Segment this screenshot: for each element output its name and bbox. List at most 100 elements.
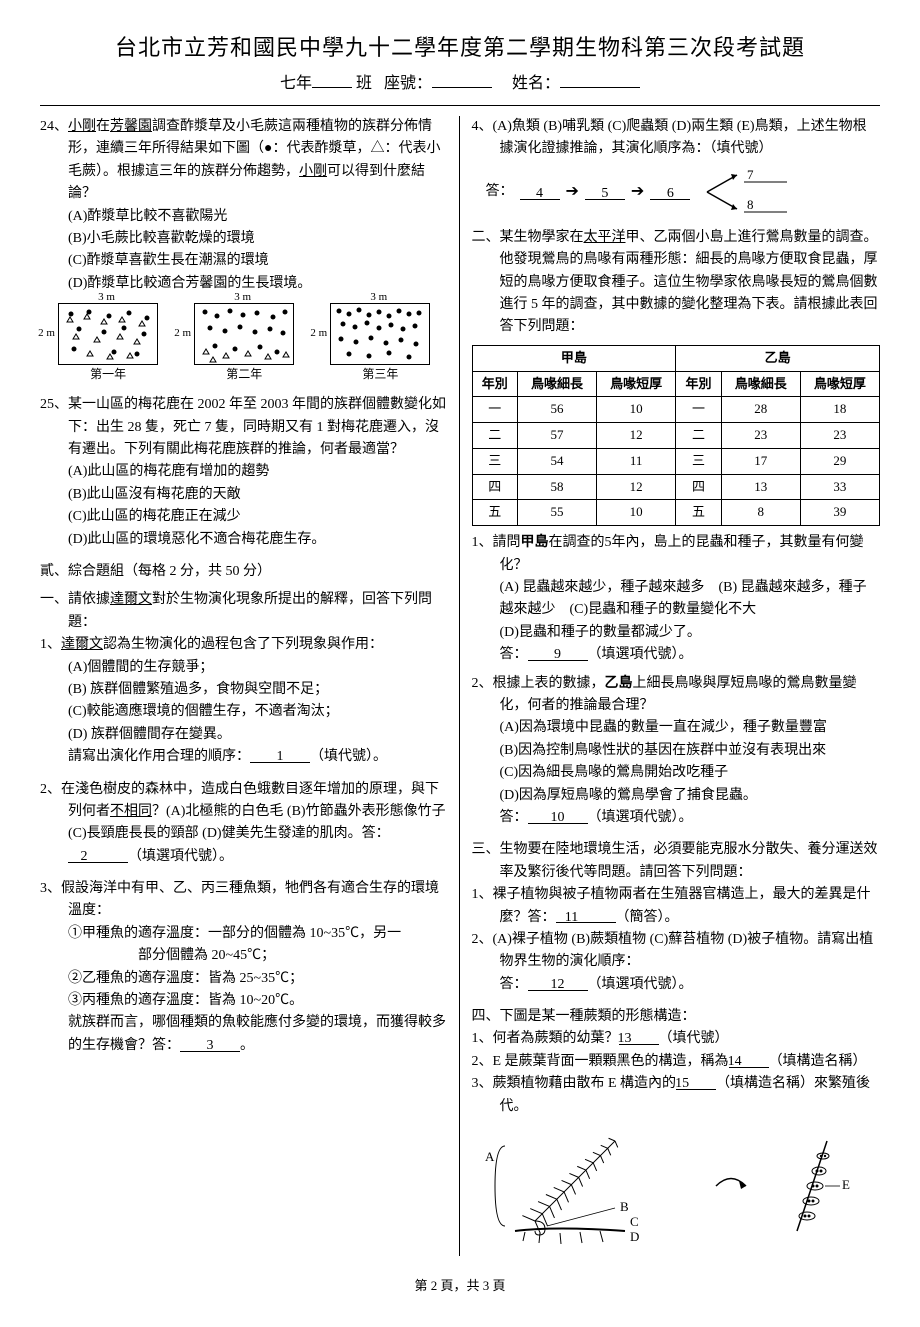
- blank-8-label: 8: [747, 197, 754, 212]
- plot-year3: 3 m 2 m 第三年: [330, 303, 430, 384]
- table-cell: 三: [472, 448, 517, 474]
- blank-1[interactable]: 1: [250, 746, 310, 763]
- svg-text:A: A: [485, 1149, 495, 1164]
- table-cell: 五: [676, 500, 721, 526]
- exam-title: 台北市立芳和國民中學九十二學年度第二學期生物科第三次段考試題: [40, 30, 880, 65]
- q24-optB: (B)小毛蕨比較喜歡乾燥的環境: [40, 228, 449, 250]
- left-column: 24、小剛在芳馨園調查酢漿草及小毛蕨這兩種植物的族群分佈情形，連續三年所得結果如…: [40, 116, 460, 1256]
- arrow-icon: ➔: [631, 179, 644, 205]
- q25-optD: (D)此山區的環境惡化不適合梅花鹿生存。: [40, 529, 449, 551]
- table-cell: 29: [800, 448, 879, 474]
- section2-intro: 一、請依據達爾文對於生物演化現象所提出的解釋，回答下列問題：: [40, 589, 449, 634]
- table-cell: 13: [721, 474, 800, 500]
- content-columns: 24、小剛在芳馨園調查酢漿草及小毛蕨這兩種植物的族群分佈情形，連續三年所得結果如…: [40, 116, 880, 1256]
- table-cell: 54: [517, 448, 596, 474]
- fern-detail-svg: E: [777, 1131, 867, 1241]
- table-cell: 58: [517, 474, 596, 500]
- table-cell: 33: [800, 474, 879, 500]
- section-bird: 二、某生物學家在太平洋甲、乙兩個小島上進行鶯鳥數量的調查。他發現鶯鳥的鳥喙有兩種…: [472, 227, 881, 830]
- blank-9[interactable]: 9: [528, 644, 588, 661]
- grade-label: 七年: [280, 75, 312, 92]
- blank-6[interactable]: 6: [650, 183, 690, 200]
- blank-13[interactable]: 13: [619, 1028, 659, 1045]
- class-blank[interactable]: [312, 69, 352, 88]
- blank-11[interactable]: 11: [556, 907, 616, 924]
- section-2-head: 貳、綜合題組（每格 2 分，共 50 分）: [40, 561, 449, 583]
- svg-text:C: C: [630, 1214, 639, 1229]
- table-cell: 55: [517, 500, 596, 526]
- right-q4: 4、(A)魚類 (B)哺乳類 (C)爬蟲類 (D)兩生類 (E)鳥類，上述生物根…: [472, 116, 881, 217]
- s2-q1: 1、達爾文認為生物演化的過程包含了下列現象與作用： (A)個體間的生存競爭； (…: [40, 634, 449, 768]
- question-24: 24、小剛在芳馨園調查酢漿草及小毛蕨這兩種植物的族群分佈情形，連續三年所得結果如…: [40, 116, 449, 384]
- table-cell: 12: [597, 423, 676, 449]
- blank-7-label: 7: [747, 167, 754, 182]
- q25-optB: (B)此山區沒有梅花鹿的天敵: [40, 484, 449, 506]
- table-cell: 二: [676, 423, 721, 449]
- blank-12[interactable]: 12: [528, 974, 588, 991]
- q24-optC: (C)酢漿草喜歡生長在潮濕的環境: [40, 250, 449, 272]
- table-cell: 8: [721, 500, 800, 526]
- branch-diagram: 7 8: [702, 167, 792, 217]
- q24-plots: 3 m 2 m 第一年 3 m 2 m: [40, 303, 449, 384]
- table-cell: 28: [721, 397, 800, 423]
- blank-14[interactable]: 14: [729, 1051, 769, 1068]
- svg-text:D: D: [630, 1229, 639, 1244]
- table-cell: 57: [517, 423, 596, 449]
- table-cell: 23: [800, 423, 879, 449]
- bird-q2: 2、根據上表的數據，乙島上細長鳥喙與厚短鳥喙的鶯鳥數量變化，何者的推論最合理？: [472, 673, 881, 718]
- table-cell: 10: [597, 397, 676, 423]
- blank-4[interactable]: 4: [520, 183, 560, 200]
- table-cell: 18: [800, 397, 879, 423]
- name-label: 姓名：: [512, 75, 560, 92]
- bird-q1: 1、請問甲島在調查的5年內，島上的昆蟲和種子，其數量有何變化？: [472, 532, 881, 577]
- exam-subtitle: 七年 班 座號： 姓名：: [40, 69, 880, 97]
- right-column: 4、(A)魚類 (B)哺乳類 (C)爬蟲類 (D)兩生類 (E)鳥類，上述生物根…: [472, 116, 881, 1256]
- arrow-icon: ➔: [566, 179, 579, 205]
- svg-text:E: E: [842, 1177, 850, 1192]
- table-cell: 17: [721, 448, 800, 474]
- table-cell: 23: [721, 423, 800, 449]
- s2-q3: 3、假設海洋中有甲、乙、丙三種魚類，牠們各有適合生存的環境溫度： ①甲種魚的適存…: [40, 878, 449, 1057]
- seat-blank[interactable]: [432, 69, 492, 88]
- question-25: 25、某一山區的梅花鹿在 2002 年至 2003 年間的族群個體數變化如下：出…: [40, 394, 449, 551]
- table-cell: 10: [597, 500, 676, 526]
- arrow-to-detail: [711, 1156, 751, 1216]
- q24-stem: 24、小剛在芳馨園調查酢漿草及小毛蕨這兩種植物的族群分佈情形，連續三年所得結果如…: [40, 116, 449, 206]
- plot3-svg: [331, 304, 431, 366]
- table-cell: 四: [472, 474, 517, 500]
- blank-3[interactable]: 3: [180, 1035, 240, 1052]
- blank-2[interactable]: 2: [68, 846, 128, 863]
- svg-text:B: B: [620, 1199, 629, 1214]
- table-cell: 56: [517, 397, 596, 423]
- name-blank[interactable]: [560, 69, 640, 88]
- table-cell: 一: [676, 397, 721, 423]
- table-cell: 11: [597, 448, 676, 474]
- table-cell: 三: [676, 448, 721, 474]
- q25-optA: (A)此山區的梅花鹿有增加的趨勢: [40, 461, 449, 483]
- s2-q2: 2、在淺色樹皮的森林中，造成白色蛾數目逐年增加的原理，與下列何者不相同？(A)北…: [40, 779, 449, 869]
- table-cell: 四: [676, 474, 721, 500]
- fern-main-svg: A B C D: [485, 1126, 685, 1246]
- blank-15[interactable]: 15: [676, 1073, 716, 1090]
- exam-header: 台北市立芳和國民中學九十二學年度第二學期生物科第三次段考試題 七年 班 座號： …: [40, 30, 880, 97]
- evolution-sequence: 答： 4 ➔ 5 ➔ 6 7 8: [472, 167, 881, 217]
- fern-diagram: A B C D: [472, 1126, 881, 1246]
- table-cell: 二: [472, 423, 517, 449]
- section-fern: 四、下圖是某一種蕨類的形態構造： 1、何者為蕨類的幼葉？13（填代號） 2、E …: [472, 1006, 881, 1246]
- blank-10[interactable]: 10: [528, 807, 588, 824]
- q25-stem: 25、某一山區的梅花鹿在 2002 年至 2003 年間的族群個體數變化如下：出…: [40, 394, 449, 461]
- plot-year2: 3 m 2 m 第二年: [194, 303, 294, 384]
- plot-year1: 3 m 2 m 第一年: [58, 303, 158, 384]
- header-divider: [40, 105, 880, 106]
- table-cell: 12: [597, 474, 676, 500]
- q25-optC: (C)此山區的梅花鹿正在減少: [40, 506, 449, 528]
- table-cell: 39: [800, 500, 879, 526]
- seat-label: 座號：: [384, 75, 432, 92]
- q24-optA: (A)酢漿草比較不喜歡陽光: [40, 206, 449, 228]
- plot1-svg: [59, 304, 159, 366]
- blank-5[interactable]: 5: [585, 183, 625, 200]
- page-footer: 第 2 頁，共 3 頁: [40, 1276, 880, 1297]
- section-land: 三、生物要在陸地環境生活，必須要能克服水分散失、養分運送效率及繁衍後代等問題。請…: [472, 839, 881, 996]
- class-suffix: 班: [356, 75, 372, 92]
- table-cell: 一: [472, 397, 517, 423]
